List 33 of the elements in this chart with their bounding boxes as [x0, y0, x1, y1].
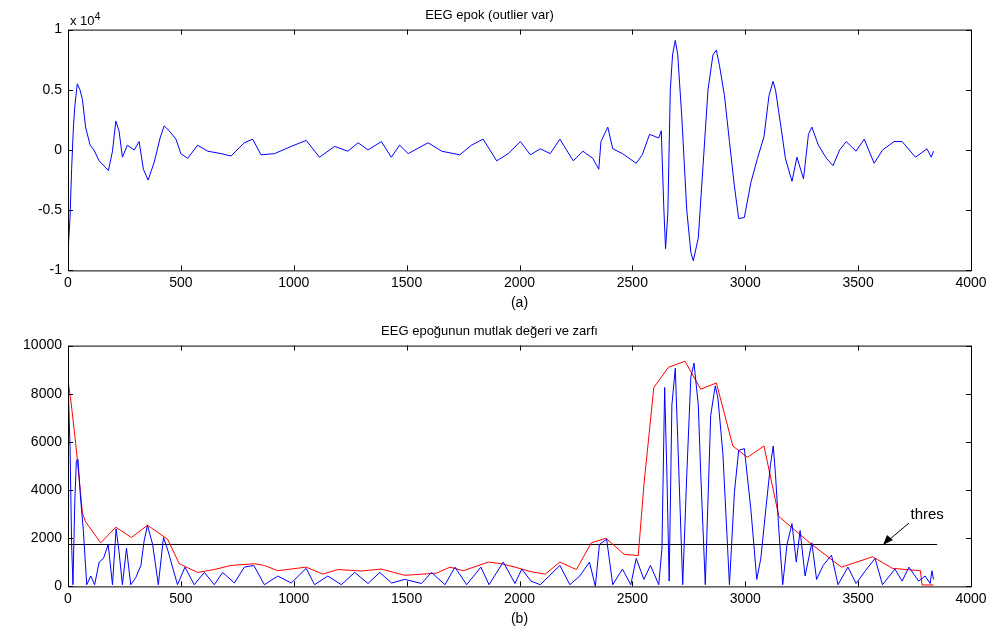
- x-tick-label: 2500: [616, 589, 649, 606]
- x-tick-label: 1500: [391, 273, 423, 290]
- x-axis-title: (a): [510, 294, 529, 311]
- chart-title: EEG epok (outlier var): [425, 7, 554, 23]
- y-tick-label: 6000: [30, 432, 63, 449]
- y-tick-label: 0: [54, 577, 63, 594]
- x-tick-label: 3000: [729, 589, 762, 606]
- x-tick-label: 3500: [842, 273, 874, 290]
- y-tick-label: 8000: [30, 384, 63, 401]
- y-tick-label: 0.5: [42, 80, 63, 97]
- x-tick-label: 3000: [729, 273, 762, 290]
- y-tick-label: -1: [49, 261, 63, 278]
- y-tick-label: 4000: [30, 480, 63, 497]
- text: x 10$^{4}$: [70, 9, 101, 28]
- x-tick-label: 500: [169, 273, 193, 290]
- x-tick-label: 3500: [842, 589, 874, 606]
- y-tick-label: -0.5: [37, 201, 63, 218]
- annotation: thres: [910, 505, 944, 523]
- y-tick-label: 1: [54, 20, 63, 37]
- x-tick-label: 500: [169, 589, 193, 606]
- x-axis-title: (b): [510, 610, 529, 627]
- y-tick-label: 0: [54, 140, 63, 157]
- x-tick-label: 2000: [503, 273, 536, 290]
- x-tick-label: 2500: [616, 273, 649, 290]
- y-tick-label: 10000: [23, 336, 63, 353]
- chart-title: EEG epoğunun mutlak değeri ve zarfı: [381, 323, 598, 339]
- y-tick-label: 2000: [30, 529, 63, 546]
- x-tick-label: 4000: [955, 589, 987, 606]
- x-tick-label: 2000: [503, 589, 536, 606]
- x-tick-label: 1500: [391, 589, 423, 606]
- x-tick-label: 1000: [278, 589, 310, 606]
- x-tick-label: 4000: [955, 273, 987, 290]
- x-tick-label: 1000: [278, 273, 310, 290]
